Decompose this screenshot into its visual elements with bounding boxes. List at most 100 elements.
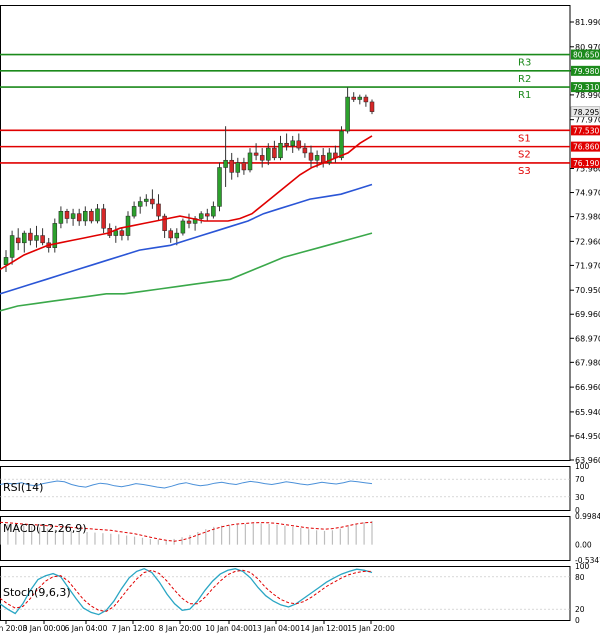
candle-down <box>351 96 356 100</box>
y-tick-label: 72.960 <box>575 237 600 246</box>
candle-up <box>314 155 320 161</box>
resistance-label-r2: R2 <box>518 74 531 85</box>
candle-down <box>259 155 265 161</box>
rsi-panel: 100 70 30 0 RSI(14) <box>0 462 590 515</box>
moving-average-0 <box>0 135 373 271</box>
candle-down <box>308 152 314 161</box>
macd-signal-line <box>0 521 373 542</box>
macd-y-tick-label: -0.5347 <box>575 556 600 565</box>
stoch-d-line <box>0 569 372 612</box>
candle-down <box>119 230 125 236</box>
candle-up <box>223 159 228 168</box>
candle-up <box>217 167 222 207</box>
candle-up <box>327 152 332 163</box>
support-price-label: 76.860 <box>573 143 599 152</box>
stoch-y-tick-label: 20 <box>575 605 585 614</box>
x-tick-label: 10 Jan 04:00 <box>205 624 253 633</box>
rsi-title: RSI(14) <box>3 481 43 494</box>
candle-down <box>284 142 289 146</box>
x-tick-label: 2 Jan 20:00 <box>0 624 28 633</box>
resistance-price-tag <box>571 82 600 93</box>
candle-down <box>15 237 21 244</box>
macd-title: MACD(12,26,9) <box>3 522 87 535</box>
candle-up <box>339 130 344 159</box>
panel-frame-0 <box>0 5 571 461</box>
candle-down <box>89 210 94 222</box>
y-tick-label: 64.950 <box>575 432 600 441</box>
candle-up <box>345 96 350 132</box>
candle-down <box>186 220 192 224</box>
x-tick-label: 3 Jan 00:00 <box>23 624 66 633</box>
candle-up <box>22 232 27 244</box>
candle-up <box>144 198 149 202</box>
panel-frame-3 <box>0 566 571 621</box>
stoch-y-tick-label: 80 <box>575 573 585 582</box>
candle-up <box>278 142 283 159</box>
candle-down <box>40 235 45 244</box>
candle-down <box>156 203 161 217</box>
stoch-panel: 100 80 20 0 Stoch(9,6,3) <box>0 562 590 625</box>
support-price-label: 76.190 <box>573 159 599 168</box>
rsi-line <box>0 480 373 489</box>
resistance-price-tag <box>571 65 600 76</box>
x-tick-label: 14 Jan 12:00 <box>300 624 348 633</box>
candle-up <box>290 140 295 146</box>
rsi-y-tick-label: 0 <box>575 506 580 515</box>
candle-up <box>357 96 363 100</box>
candle-down <box>150 198 155 205</box>
support-label-s2: S2 <box>518 150 531 161</box>
candle-down <box>272 147 277 159</box>
y-tick-label: 71.970 <box>575 261 600 270</box>
candle-down <box>76 213 82 222</box>
candle-up <box>83 210 88 222</box>
y-tick-label: 80.970 <box>575 43 600 52</box>
candle-up <box>3 257 9 265</box>
candle-up <box>95 208 100 222</box>
candle-up <box>266 147 271 161</box>
rsi-y-tick-label: 100 <box>575 462 590 471</box>
resistance-price-tag <box>571 49 600 60</box>
candle-down <box>205 213 210 217</box>
candle-down <box>320 155 326 163</box>
candle-up <box>198 213 204 219</box>
y-tick-label: 67.980 <box>575 358 600 367</box>
moving-average-1 <box>0 183 373 295</box>
candle-up <box>247 152 253 171</box>
candle-down <box>162 215 167 231</box>
y-tick-label: 70.950 <box>575 286 600 295</box>
candle-down <box>302 147 308 154</box>
candle-down <box>363 96 369 103</box>
y-tick-label: 66.960 <box>575 383 600 392</box>
y-tick-label: 68.970 <box>575 334 600 343</box>
candle-down <box>101 208 106 229</box>
candle-down <box>369 101 375 112</box>
y-tick-label: 77.970 <box>575 116 600 125</box>
current-price-tag <box>570 106 600 118</box>
support-price-tag <box>571 141 600 152</box>
resistance-price-label: 79.980 <box>573 67 599 76</box>
candle-down <box>229 159 234 173</box>
axis-labels: 2 Jan 20:003 Jan 00:006 Jan 04:00 7 Jan 1… <box>0 620 395 633</box>
macd-y-tick-label: 0.00 <box>575 541 592 550</box>
candle-up <box>9 235 15 258</box>
x-tick-label: 6 Jan 04:00 <box>65 624 108 633</box>
candle-down <box>253 152 259 156</box>
moving-average-2 <box>0 232 373 312</box>
support-label-s3: S3 <box>518 166 531 177</box>
stoch-k-line <box>0 567 373 616</box>
rsi-y-tick-label: 70 <box>575 475 585 484</box>
candle-up <box>174 232 180 239</box>
support-price-tag <box>571 157 600 168</box>
stoch-title: Stoch(9,6,3) <box>3 586 71 599</box>
y-tick-label: 75.960 <box>575 164 600 173</box>
resistance-label-r3: R3 <box>518 58 531 69</box>
y-tick-label: 81.990 <box>575 18 600 27</box>
y-tick-label: 73.980 <box>575 213 600 222</box>
stoch-y-tick-label: 0 <box>575 616 580 625</box>
candle-up <box>34 235 39 241</box>
candle-down <box>64 210 70 219</box>
y-tick-label: 78.990 <box>575 91 600 100</box>
candle-up <box>180 220 186 234</box>
